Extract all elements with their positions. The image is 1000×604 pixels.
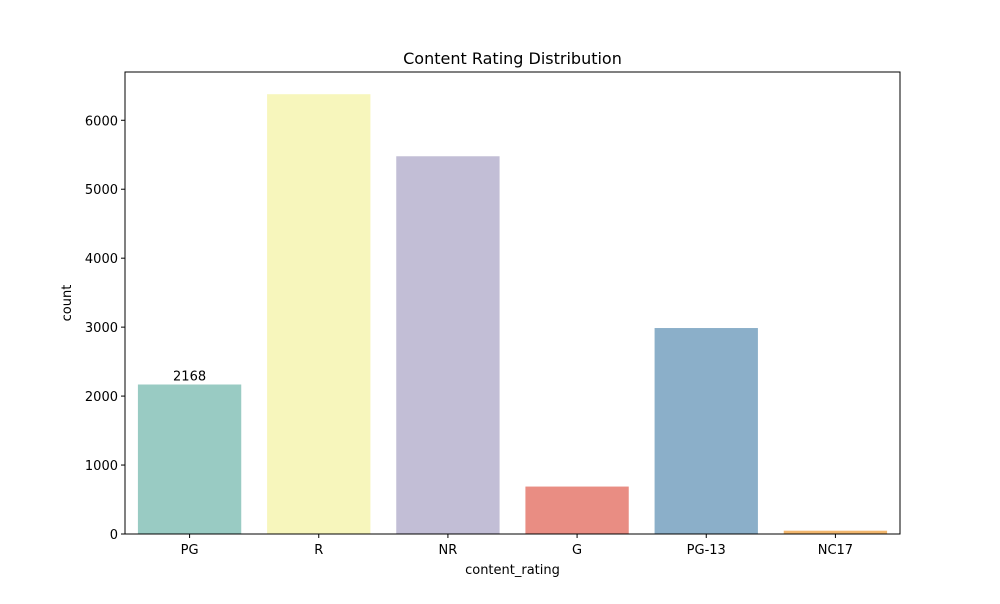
x-tick-label: PG-13 xyxy=(687,543,726,558)
x-tick-label: R xyxy=(314,543,323,558)
x-tick-label: NC17 xyxy=(818,543,853,558)
data-label-pg: 2168 xyxy=(173,370,206,385)
bar-pg xyxy=(137,384,242,534)
x-axis: PG R NR G PG-13 NC17 xyxy=(181,534,853,558)
y-axis: 0 1000 2000 3000 4000 5000 6000 xyxy=(85,114,125,543)
y-tick-label: 3000 xyxy=(85,321,118,336)
bar-r xyxy=(267,94,371,534)
bar-g xyxy=(525,486,629,534)
chart-title: Content Rating Distribution xyxy=(403,49,622,68)
data-labels-group: 2168 xyxy=(173,370,206,385)
x-tick-label: NR xyxy=(439,543,458,558)
y-tick-label: 2000 xyxy=(85,390,118,405)
bar-nr xyxy=(396,156,500,534)
plot-frame xyxy=(124,71,901,535)
y-axis-label: count xyxy=(60,285,75,322)
y-tick-label: 4000 xyxy=(85,252,118,267)
y-tick-label: 1000 xyxy=(85,459,118,474)
bar-pg-13 xyxy=(654,328,758,534)
x-axis-label: content_rating xyxy=(465,563,560,578)
y-tick-label: 6000 xyxy=(85,114,118,129)
bar-nc17 xyxy=(783,530,888,534)
y-tick-label: 0 xyxy=(110,528,118,543)
x-tick-label: G xyxy=(572,543,582,558)
x-tick-label: PG xyxy=(181,543,199,558)
y-tick-label: 5000 xyxy=(85,183,118,198)
bars-group xyxy=(137,94,888,534)
